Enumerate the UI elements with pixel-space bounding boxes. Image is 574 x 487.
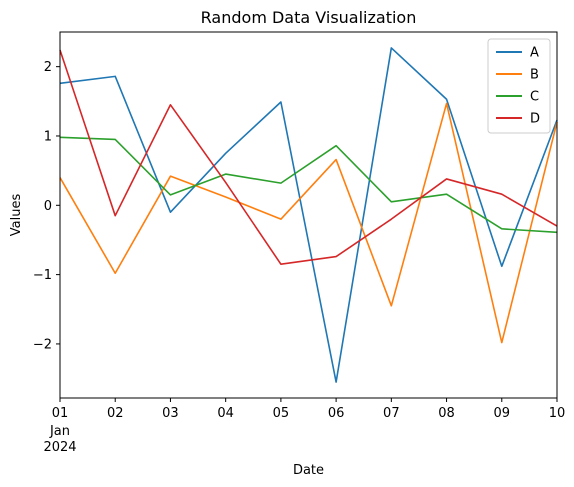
chart-title: Random Data Visualization xyxy=(201,8,417,27)
legend-label: B xyxy=(530,68,539,83)
y-axis: −2 −1 0 1 2 xyxy=(33,60,60,352)
x-tick-label: 05 xyxy=(273,406,290,421)
y-tick-label: 2 xyxy=(44,60,52,75)
y-tick-label: 1 xyxy=(44,129,52,144)
y-tick-label: 0 xyxy=(44,199,52,214)
x-tick-label: 10 xyxy=(549,406,566,421)
y-axis-label: Values xyxy=(9,194,24,237)
x-tick-label: 09 xyxy=(494,406,511,421)
series-line-D xyxy=(59,49,558,266)
x-tick-label: 06 xyxy=(328,406,345,421)
legend-label: D xyxy=(530,112,540,127)
series-line-B xyxy=(59,102,558,344)
x-tick-label: 07 xyxy=(383,406,400,421)
x-tick-label: 03 xyxy=(162,406,179,421)
x-tick-label: 04 xyxy=(217,406,234,421)
legend-box xyxy=(487,38,551,134)
y-tick-label: −2 xyxy=(33,337,52,352)
x-tick-label: 02 xyxy=(107,406,124,421)
legend-label: C xyxy=(530,90,539,105)
plot-frame xyxy=(59,31,558,399)
plot-lines xyxy=(59,47,558,383)
y-tick-label: −1 xyxy=(33,268,52,283)
x-tick-sublabel: 2024 xyxy=(43,440,76,455)
legend-label: A xyxy=(530,46,539,61)
x-axis-label: Date xyxy=(293,463,324,478)
series-line-C xyxy=(59,136,558,234)
series-line-A xyxy=(59,47,558,383)
x-tick-label: 08 xyxy=(438,406,455,421)
x-tick-sublabel: Jan xyxy=(49,424,70,439)
x-tick-label: 01 xyxy=(52,406,69,421)
